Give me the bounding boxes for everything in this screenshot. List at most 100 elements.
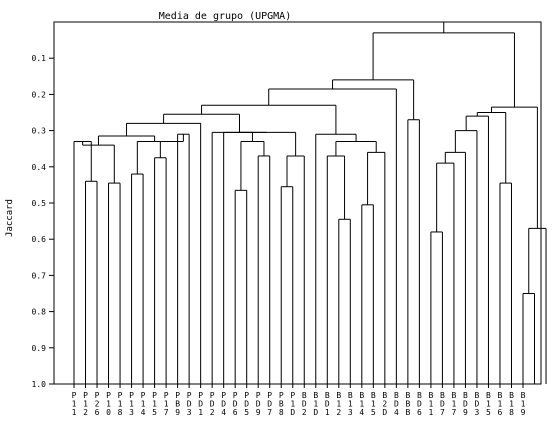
- leaf-label-char: D: [256, 400, 261, 409]
- y-tick-label: 0.2: [32, 90, 47, 99]
- leaf-label-char: 1: [452, 400, 457, 409]
- leaf-label-char: 3: [187, 408, 192, 417]
- leaf-label-char: B: [405, 408, 410, 417]
- leaf-label-char: 1: [371, 400, 376, 409]
- leaf-label-char: D: [187, 400, 192, 409]
- leaf-label-char: 9: [256, 408, 261, 417]
- leaf-label-char: D: [313, 408, 318, 417]
- leaf-label-char: 1: [83, 400, 88, 409]
- leaf-label-char: 2: [302, 408, 307, 417]
- leaf-label-char: D: [475, 400, 480, 409]
- leaf-label-char: P: [187, 391, 192, 400]
- leaf-label-char: 1: [509, 400, 514, 409]
- leaf-label-char: B: [394, 391, 399, 400]
- leaf-label-char: B: [486, 391, 491, 400]
- leaf-label-char: D: [221, 400, 226, 409]
- leaf-label-char: 9: [175, 408, 180, 417]
- leaf-label-char: 6: [417, 408, 422, 417]
- leaf-label-char: 5: [486, 408, 491, 417]
- leaf-label-char: B: [405, 400, 410, 409]
- leaf-label-char: 6: [95, 408, 100, 417]
- leaf-label-char: P: [72, 391, 77, 400]
- leaf-label-char: 6: [498, 408, 503, 417]
- leaf-label-char: 0: [106, 408, 111, 417]
- leaf-label-char: 2: [83, 408, 88, 417]
- leaf-label-char: B: [313, 391, 318, 400]
- leaf-label-char: B: [325, 391, 330, 400]
- leaf-label-char: B: [348, 391, 353, 400]
- leaf-label-char: P: [244, 391, 249, 400]
- leaf-label-char: 1: [521, 400, 526, 409]
- leaf-label-char: D: [302, 400, 307, 409]
- leaf-label-char: D: [394, 400, 399, 409]
- leaf-label-char: 3: [475, 408, 480, 417]
- leaf-label-char: 1: [72, 408, 77, 417]
- leaf-label-char: P: [141, 391, 146, 400]
- leaf-label-char: 1: [72, 400, 77, 409]
- leaf-label-char: B: [498, 391, 503, 400]
- leaf-label-char: 5: [244, 408, 249, 417]
- leaf-label-char: 3: [348, 408, 353, 417]
- y-tick-label: 1.0: [32, 380, 47, 389]
- leaf-label-char: D: [244, 400, 249, 409]
- leaf-label-char: D: [382, 408, 387, 417]
- leaf-label-char: 1: [106, 400, 111, 409]
- leaf-label-char: D: [267, 400, 272, 409]
- leaf-label-char: 1: [129, 400, 134, 409]
- leaf-label-char: P: [279, 391, 284, 400]
- leaf-label-char: 7: [164, 408, 169, 417]
- leaf-label-char: 3: [129, 408, 134, 417]
- leaf-label-char: 4: [359, 408, 364, 417]
- leaf-label-char: P: [95, 391, 100, 400]
- leaf-label-char: D: [210, 400, 215, 409]
- leaf-label-char: P: [164, 391, 169, 400]
- leaf-label-char: P: [175, 391, 180, 400]
- leaf-label-char: 7: [452, 408, 457, 417]
- leaf-label-char: 9: [521, 408, 526, 417]
- leaf-label-char: 1: [428, 400, 433, 409]
- leaf-label-char: P: [83, 391, 88, 400]
- leaf-label-char: 4: [394, 408, 399, 417]
- leaf-label-char: P: [129, 391, 134, 400]
- leaf-label-char: D: [417, 400, 422, 409]
- leaf-label-char: 7: [440, 408, 445, 417]
- leaf-label-char: B: [175, 400, 180, 409]
- leaf-label-char: 1: [164, 400, 169, 409]
- leaf-label-char: B: [405, 391, 410, 400]
- leaf-label-char: 4: [221, 408, 226, 417]
- leaf-labels: P11P12P26P10P18P13P14P15P17PB9PD3PD1PD2P…: [72, 384, 526, 417]
- leaf-label-char: D: [198, 400, 203, 409]
- y-axis-label: Jaccard: [5, 199, 15, 237]
- leaf-label-char: B: [475, 391, 480, 400]
- leaf-label-char: P: [118, 391, 123, 400]
- leaf-label-char: 1: [486, 400, 491, 409]
- leaf-label-char: 2: [210, 408, 215, 417]
- leaf-label-char: P: [198, 391, 203, 400]
- leaf-label-char: D: [463, 400, 468, 409]
- leaf-label-char: P: [290, 391, 295, 400]
- leaf-label-char: B: [428, 391, 433, 400]
- leaf-label-char: 5: [152, 408, 157, 417]
- leaf-label-char: 9: [463, 408, 468, 417]
- y-tick-label: 0.4: [32, 163, 47, 172]
- leaf-label-char: 1: [428, 408, 433, 417]
- leaf-label-char: B: [279, 400, 284, 409]
- y-tick-label: 0.6: [32, 235, 47, 244]
- leaf-label-char: 4: [141, 408, 146, 417]
- y-axis: 0.1 0.2 0.3 0.4 0.5 0.6 0.7 0.8 0.9 1.0: [32, 54, 54, 389]
- leaf-label-char: 1: [141, 400, 146, 409]
- leaf-label-char: 1: [336, 400, 341, 409]
- leaf-label-char: 1: [359, 400, 364, 409]
- leaf-label-char: P: [210, 391, 215, 400]
- leaf-label-char: D: [290, 408, 295, 417]
- leaf-label-char: P: [152, 391, 157, 400]
- dendrogram-tree: [73, 22, 547, 384]
- leaf-label-char: B: [463, 391, 468, 400]
- leaf-label-char: 1: [313, 400, 318, 409]
- leaf-label-char: 5: [371, 408, 376, 417]
- leaf-label-char: 1: [325, 408, 330, 417]
- leaf-label-char: B: [521, 391, 526, 400]
- leaf-label-char: B: [417, 391, 422, 400]
- leaf-label-char: P: [256, 391, 261, 400]
